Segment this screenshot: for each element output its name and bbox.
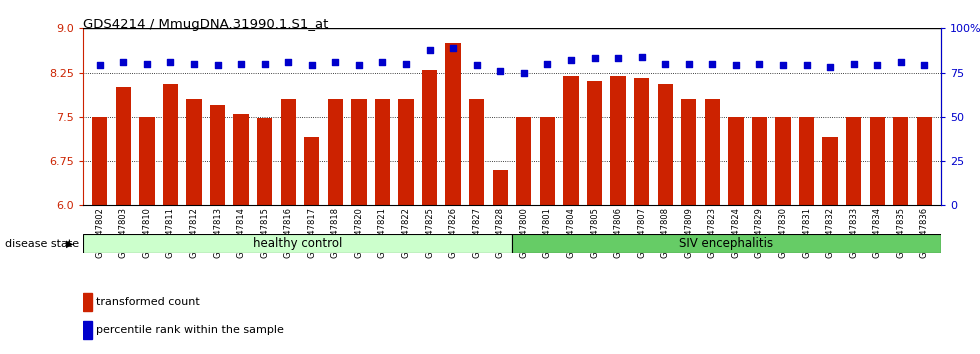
Bar	[469, 99, 484, 205]
Bar	[163, 84, 178, 205]
Point	[893, 59, 908, 65]
Bar	[705, 99, 720, 205]
Bar	[327, 99, 343, 205]
Bar	[83, 321, 92, 339]
Bar	[83, 293, 92, 311]
Point	[327, 59, 343, 65]
Bar	[446, 43, 461, 205]
Point	[658, 61, 673, 67]
Bar	[304, 137, 319, 205]
Bar	[611, 75, 625, 205]
Bar	[516, 117, 531, 205]
Point	[304, 63, 319, 68]
Text: GDS4214 / MmugDNA.31990.1.S1_at: GDS4214 / MmugDNA.31990.1.S1_at	[83, 18, 328, 31]
Bar	[210, 105, 225, 205]
Bar	[799, 117, 814, 205]
Bar	[422, 70, 437, 205]
Text: disease state: disease state	[5, 239, 79, 249]
Point	[257, 61, 272, 67]
Point	[468, 63, 484, 68]
Point	[916, 63, 932, 68]
Bar	[846, 117, 861, 205]
Point	[163, 59, 178, 65]
Point	[564, 57, 579, 63]
Point	[92, 63, 108, 68]
Bar	[775, 117, 791, 205]
Point	[492, 68, 508, 74]
Bar	[869, 117, 885, 205]
Text: healthy control: healthy control	[253, 237, 342, 250]
Point	[398, 61, 414, 67]
Point	[210, 63, 225, 68]
Text: transformed count: transformed count	[96, 297, 199, 307]
Bar	[540, 117, 555, 205]
Text: percentile rank within the sample: percentile rank within the sample	[96, 325, 283, 335]
Point	[775, 63, 791, 68]
Bar	[351, 99, 367, 205]
Bar	[257, 118, 272, 205]
Text: ▶: ▶	[66, 239, 74, 249]
Bar	[116, 87, 131, 205]
Bar	[634, 79, 650, 205]
Point	[752, 61, 767, 67]
Bar	[399, 99, 414, 205]
Bar	[916, 117, 932, 205]
Point	[869, 63, 885, 68]
Point	[186, 61, 202, 67]
Text: SIV encephalitis: SIV encephalitis	[679, 237, 773, 250]
Bar	[186, 99, 202, 205]
Point	[822, 64, 838, 70]
Point	[634, 54, 650, 59]
Bar	[587, 81, 602, 205]
Point	[445, 45, 461, 51]
Point	[233, 61, 249, 67]
Bar	[728, 117, 744, 205]
Point	[280, 59, 296, 65]
Bar	[374, 99, 390, 205]
Point	[540, 61, 556, 67]
Bar	[92, 117, 108, 205]
Bar	[893, 117, 908, 205]
Bar	[752, 117, 767, 205]
Point	[728, 63, 744, 68]
Bar	[564, 75, 578, 205]
Bar	[280, 99, 296, 205]
Bar	[139, 117, 155, 205]
Bar	[658, 84, 673, 205]
Point	[799, 63, 814, 68]
Point	[116, 59, 131, 65]
Bar	[681, 99, 697, 205]
Point	[516, 70, 532, 75]
Point	[139, 61, 155, 67]
Point	[681, 61, 697, 67]
Point	[611, 56, 626, 61]
Bar	[83, 234, 512, 253]
Bar	[512, 234, 941, 253]
Point	[374, 59, 390, 65]
Bar	[493, 170, 508, 205]
Bar	[233, 114, 249, 205]
Point	[421, 47, 437, 52]
Point	[351, 63, 367, 68]
Point	[705, 61, 720, 67]
Bar	[822, 137, 838, 205]
Point	[846, 61, 861, 67]
Point	[587, 56, 603, 61]
